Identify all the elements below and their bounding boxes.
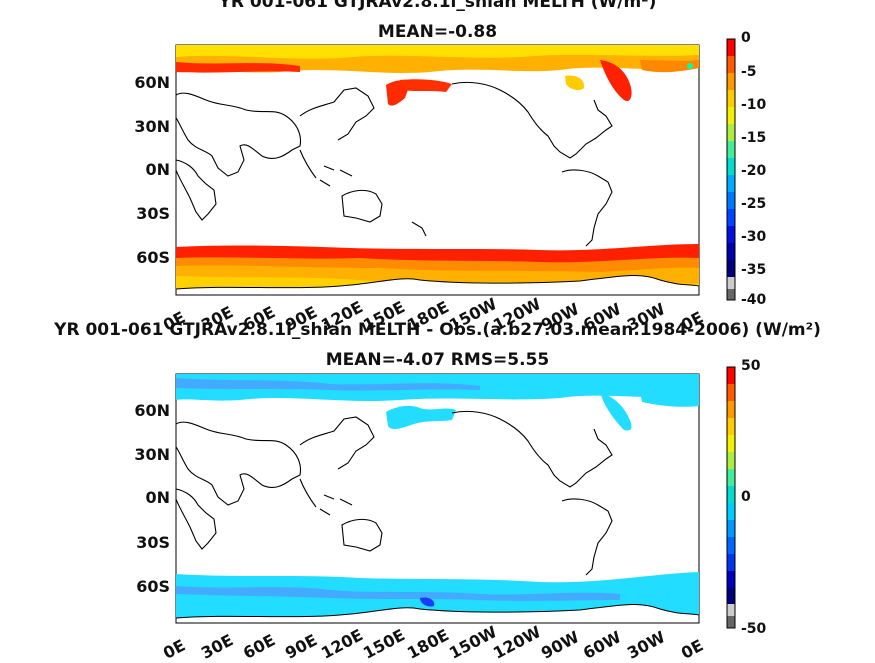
antarctica (175, 274, 700, 296)
p2-cbar-tick-0: 50 (741, 358, 761, 374)
p1-lat-0n: 0N (145, 160, 170, 179)
panel1-map (175, 44, 700, 296)
p1-lat-30n: 30N (134, 117, 170, 136)
p1-cbar-tick-1: -5 (741, 64, 757, 80)
panel1-colorbar (726, 38, 736, 301)
p1-cbar-tick-2: -10 (741, 97, 767, 113)
p2-lat-60s: 60S (136, 577, 170, 596)
p1-cbar-tick-4: -20 (741, 163, 767, 179)
p1-lat-60s: 60S (136, 248, 170, 267)
p2-cbar-tick-1: 0 (741, 489, 751, 505)
panel2-title: YR 001-061 GTJRAv2.8.1l_shian MELTH - Ob… (54, 320, 821, 340)
p1-cbar-tick-0: 0 (741, 30, 751, 46)
p1-lat-60n: 60N (134, 73, 170, 92)
panel2-map (175, 373, 700, 624)
p2-lat-30s: 30S (136, 533, 170, 552)
p1-cbar-tick-7: -35 (741, 262, 767, 278)
panel1-subtitle: MEAN=-0.88 (377, 22, 498, 42)
antarctica-2 (175, 603, 700, 624)
panel2-subtitle: MEAN=-4.07 RMS=5.55 (325, 350, 550, 370)
p1-cbar-tick-6: -30 (741, 229, 767, 245)
p1-lat-30s: 30S (136, 204, 170, 223)
p2-cbar-tick-2: -50 (741, 621, 767, 637)
panel2-colorbar (726, 366, 736, 629)
panel1-title: YR 001-061 GTJRAv2.8.1l_shian MELTH (W/m… (218, 0, 657, 12)
p2-lat-0n: 0N (145, 488, 170, 507)
p2-lat-60n: 60N (134, 401, 170, 420)
pacific-bias-patch (386, 405, 456, 430)
p1-cbar-tick-8: -40 (741, 292, 767, 308)
p1-cbar-tick-3: -15 (741, 130, 767, 146)
p1-cbar-tick-5: -25 (741, 196, 767, 212)
hudson-melt-patch (565, 75, 585, 91)
p2-lat-30n: 30N (134, 445, 170, 464)
